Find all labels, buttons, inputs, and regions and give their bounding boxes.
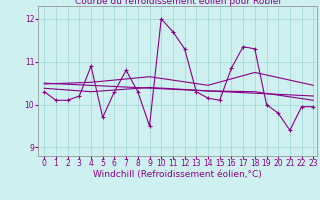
Title: Courbe du refroidissement éolien pour Robiei: Courbe du refroidissement éolien pour Ro… [75,0,281,6]
X-axis label: Windchill (Refroidissement éolien,°C): Windchill (Refroidissement éolien,°C) [93,170,262,179]
